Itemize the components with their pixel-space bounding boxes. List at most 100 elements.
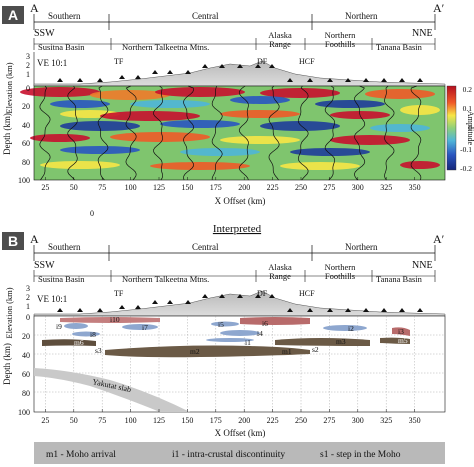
label-i7: i7: [142, 323, 148, 332]
amplitude-patch: [20, 87, 100, 97]
rf-trace: [410, 85, 422, 181]
station-marker: [255, 64, 261, 68]
dir-left-a: SSW: [34, 28, 55, 39]
depth-ticks-b: 0 20 40 60 80 100: [18, 313, 30, 417]
station-marker: [119, 75, 125, 79]
station-marker: [381, 78, 387, 82]
ve-a: VE 10:1: [37, 58, 67, 68]
legend-i1: i1 - intra-crustal discontinuity: [172, 450, 285, 460]
feature-i4-shape: [220, 330, 260, 336]
colorbar: 0.2 0.1 0 -0.1 -0.2 Amplitude: [446, 85, 474, 173]
region-northern-b: Northern: [345, 242, 378, 252]
fault-hcf-a: HCF: [299, 57, 315, 66]
rf-trace: [67, 85, 78, 181]
amplitude-patch: [100, 111, 200, 121]
amplitude-patch: [110, 132, 210, 142]
basin-bar-a: [33, 38, 436, 50]
x-tick-label: 300: [352, 416, 364, 425]
label-i2: i2: [348, 324, 354, 333]
fault-tf-b: TF: [114, 289, 124, 298]
fault-hcf-b: HCF: [299, 289, 315, 298]
panel-a: A A A′ Southern Central Northern SSW NNE…: [2, 1, 474, 218]
amplitude-patch: [230, 96, 290, 104]
feature-i3: [392, 327, 410, 336]
x-tick-label: 50: [70, 183, 78, 192]
amplitude-patch: [220, 136, 300, 144]
station-marker: [219, 64, 225, 68]
station-marker: [417, 308, 423, 312]
amplitude-patch: [400, 161, 440, 169]
feature-i7-shape: [122, 324, 158, 330]
label-i1: i1: [245, 338, 251, 347]
amplitude-patch: [330, 135, 410, 145]
station-marker: [237, 64, 243, 68]
station-marker: [269, 64, 275, 68]
feature-m2-m1: [105, 345, 310, 358]
panel-b-letter: B: [8, 233, 18, 249]
amplitude-patch: [280, 162, 360, 170]
x-ticks-a: 25 50 75 100 125 150 175 200 225 250 275 300 325 350: [41, 177, 421, 192]
colorbar-tick: -0.2: [460, 164, 472, 173]
basin-susitna-b: Susitna Basin: [38, 274, 85, 284]
station-marker: [167, 300, 173, 304]
station-marker: [417, 78, 423, 82]
rf-trace: [183, 85, 194, 181]
elev-tick: 1: [26, 302, 30, 311]
feature-m6: [42, 339, 96, 346]
panel-a-corner-left: A: [30, 1, 39, 15]
station-marker: [185, 70, 191, 74]
station-marker: [219, 294, 225, 298]
region-southern-b: Southern: [48, 242, 81, 252]
station-marker: [57, 78, 63, 82]
legend: m1 - Moho arrival i1 - intra-crustal dis…: [34, 442, 445, 464]
rf-trace: [324, 85, 336, 181]
x-tick-label: 75: [98, 416, 106, 425]
rf-trace: [297, 85, 309, 181]
station-marker: [363, 308, 369, 312]
x-tick-label: 150: [181, 183, 193, 192]
colorbar-tick: 0.1: [463, 104, 473, 113]
stations-b: [57, 294, 423, 312]
depth-label-b: Depth (km): [2, 343, 12, 385]
amplitude-patch: [260, 88, 340, 98]
amplitude-patch: [400, 105, 440, 115]
rf-trace: [153, 85, 163, 181]
seismic-section-a: [20, 85, 446, 181]
station-marker: [399, 308, 405, 312]
rf-trace: [268, 85, 280, 181]
x-label-b: X Offset (km): [215, 428, 266, 438]
depth-label-a: Depth (km): [2, 113, 12, 155]
station-marker: [307, 78, 313, 82]
amplitude-patch: [315, 100, 385, 108]
station-marker: [152, 300, 158, 304]
station-marker: [119, 305, 125, 309]
dir-right-b: NNE: [412, 260, 433, 271]
label-i8: i8: [90, 330, 96, 339]
rf-trace: [211, 85, 223, 180]
region-northern-a: Northern: [345, 11, 378, 21]
region-central-a: Central: [192, 11, 219, 21]
station-marker: [381, 308, 387, 312]
amplitude-patch: [60, 146, 140, 154]
basin-susitna-a: Susitna Basin: [38, 42, 85, 52]
legend-s1: s1 - step in the Moho: [320, 450, 401, 460]
amplitude-patch: [155, 87, 245, 97]
basin-talkeetna-b: Northern Talkeetna Mtns.: [122, 274, 209, 284]
station-marker: [152, 70, 158, 74]
station-marker: [363, 78, 369, 82]
amplitude-patch: [150, 162, 250, 170]
basin-bar-b: [33, 270, 436, 282]
amplitude-patch: [40, 161, 120, 169]
rf-trace: [384, 85, 395, 181]
station-marker: [167, 70, 173, 74]
fault-tf-a: TF: [114, 57, 124, 66]
depth-tick: 0: [26, 313, 30, 322]
elev-tick: 2: [26, 61, 30, 70]
panel-b: B A A′ Southern Central Northern SSW NNE…: [2, 232, 446, 438]
label-m5: m5: [398, 336, 408, 345]
amplitude-patch: [370, 124, 430, 132]
feature-m5: [380, 337, 410, 344]
x-tick-label: 200: [238, 416, 250, 425]
fault-df-b: DF: [257, 289, 268, 298]
